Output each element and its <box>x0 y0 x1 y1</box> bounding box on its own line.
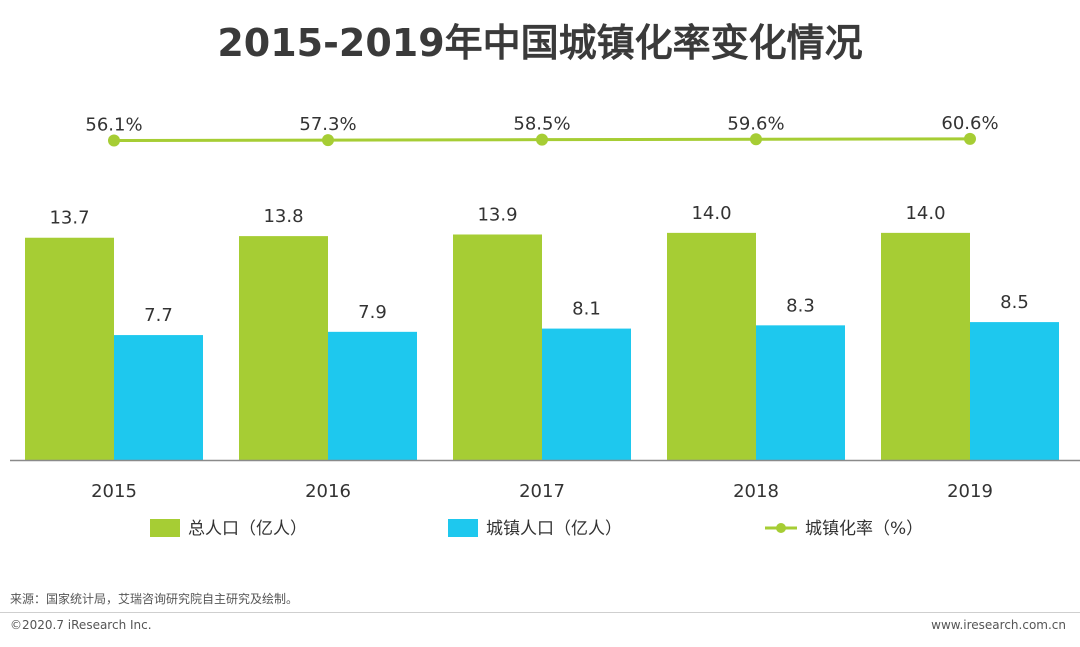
urbanization-rate-point-2015 <box>108 134 120 147</box>
source-note: 来源：国家统计局，艾瑞咨询研究院自主研究及绘制。 <box>10 592 299 606</box>
urbanization-rate-label: 56.1% <box>85 115 142 136</box>
bar-value-label: 7.7 <box>144 305 173 326</box>
bar-value-label: 8.5 <box>1000 292 1029 313</box>
legend-swatch-urban <box>448 519 478 537</box>
combo-chart: 13.7 13.8 13.9 14.0 14.0 7.7 7.9 8.1 8.3 8.5 2015 2… <box>10 113 1080 539</box>
urbanization-rate-label: 60.6% <box>941 113 998 134</box>
bar-urban-2016 <box>328 331 417 460</box>
urbanization-rate-point-2017 <box>536 133 548 146</box>
x-tick-label: 2018 <box>733 481 779 502</box>
urbanization-rate-label: 57.3% <box>299 114 356 135</box>
bar-urban-2019 <box>970 322 1059 460</box>
bar-urban-2018 <box>756 325 845 460</box>
copyright: ©2020.7 iResearch Inc. <box>10 618 152 632</box>
bar-value-label: 13.7 <box>49 208 89 229</box>
website-link[interactable]: www.iresearch.com.cn <box>931 618 1066 632</box>
bar-value-label: 14.0 <box>691 203 731 224</box>
x-tick-label: 2016 <box>305 481 351 502</box>
urbanization-rate-label: 58.5% <box>513 114 570 135</box>
urbanization-rate-point-2019 <box>964 132 976 145</box>
urbanization-rate-point-2016 <box>322 134 334 147</box>
x-tick-label: 2015 <box>91 481 137 502</box>
bar-value-label: 13.9 <box>477 204 517 225</box>
bar-urban-2015 <box>114 335 203 460</box>
bar-total-2019 <box>881 232 970 460</box>
bar-value-label: 7.9 <box>358 302 387 323</box>
footer-divider <box>0 612 1080 613</box>
legend-marker-rate <box>776 523 786 533</box>
bar-urban-2017 <box>542 328 631 460</box>
bar-value-label: 13.8 <box>263 206 303 227</box>
x-tick-label: 2019 <box>947 481 993 502</box>
legend-label-total: 总人口（亿人） <box>188 519 307 539</box>
urbanization-rate-label: 59.6% <box>727 113 784 134</box>
chart-title: 2015-2019年中国城镇化率变化情况 <box>217 21 863 65</box>
bar-value-label: 8.1 <box>572 299 601 320</box>
legend-label-rate: 城镇化率（%） <box>805 519 923 539</box>
urbanization-rate-point-2018 <box>750 133 762 146</box>
bar-total-2016 <box>239 236 328 460</box>
bar-total-2015 <box>25 237 114 460</box>
bar-value-label: 8.3 <box>786 295 815 316</box>
legend-label-urban: 城镇人口（亿人） <box>486 519 622 539</box>
bar-total-2018 <box>667 232 756 460</box>
x-tick-label: 2017 <box>519 481 565 502</box>
bar-value-label: 14.0 <box>905 203 945 224</box>
legend-swatch-total <box>150 519 180 537</box>
bar-total-2017 <box>453 234 542 460</box>
